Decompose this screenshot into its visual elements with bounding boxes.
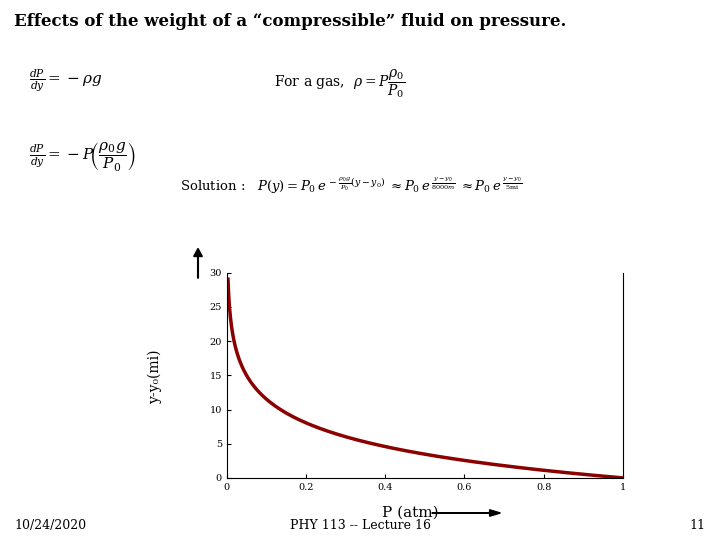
Text: P (atm): P (atm) — [382, 506, 438, 520]
Text: For a gas,  $\rho = P\dfrac{\rho_0}{P_0}$: For a gas, $\rho = P\dfrac{\rho_0}{P_0}$ — [274, 68, 405, 100]
Text: y-y₀(mi): y-y₀(mi) — [148, 348, 162, 402]
Text: 10/24/2020: 10/24/2020 — [14, 519, 86, 532]
Text: $\frac{dP}{dy} = -P\!\left(\dfrac{\rho_0 g}{P_0}\right)$: $\frac{dP}{dy} = -P\!\left(\dfrac{\rho_0… — [29, 140, 136, 173]
Text: Solution :   $P(y) = P_0\,e^{\,-\frac{\rho_0 g}{P_0}(y-y_0)}$$\;\approx P_0\,e^{: Solution : $P(y) = P_0\,e^{\,-\frac{\rho… — [180, 176, 523, 196]
Text: Effects of the weight of a “compressible” fluid on pressure.: Effects of the weight of a “compressible… — [14, 14, 567, 30]
Text: PHY 113 -- Lecture 16: PHY 113 -- Lecture 16 — [289, 519, 431, 532]
Text: $\frac{dP}{dy} = -\rho g$: $\frac{dP}{dy} = -\rho g$ — [29, 68, 102, 94]
Text: 11: 11 — [690, 519, 706, 532]
